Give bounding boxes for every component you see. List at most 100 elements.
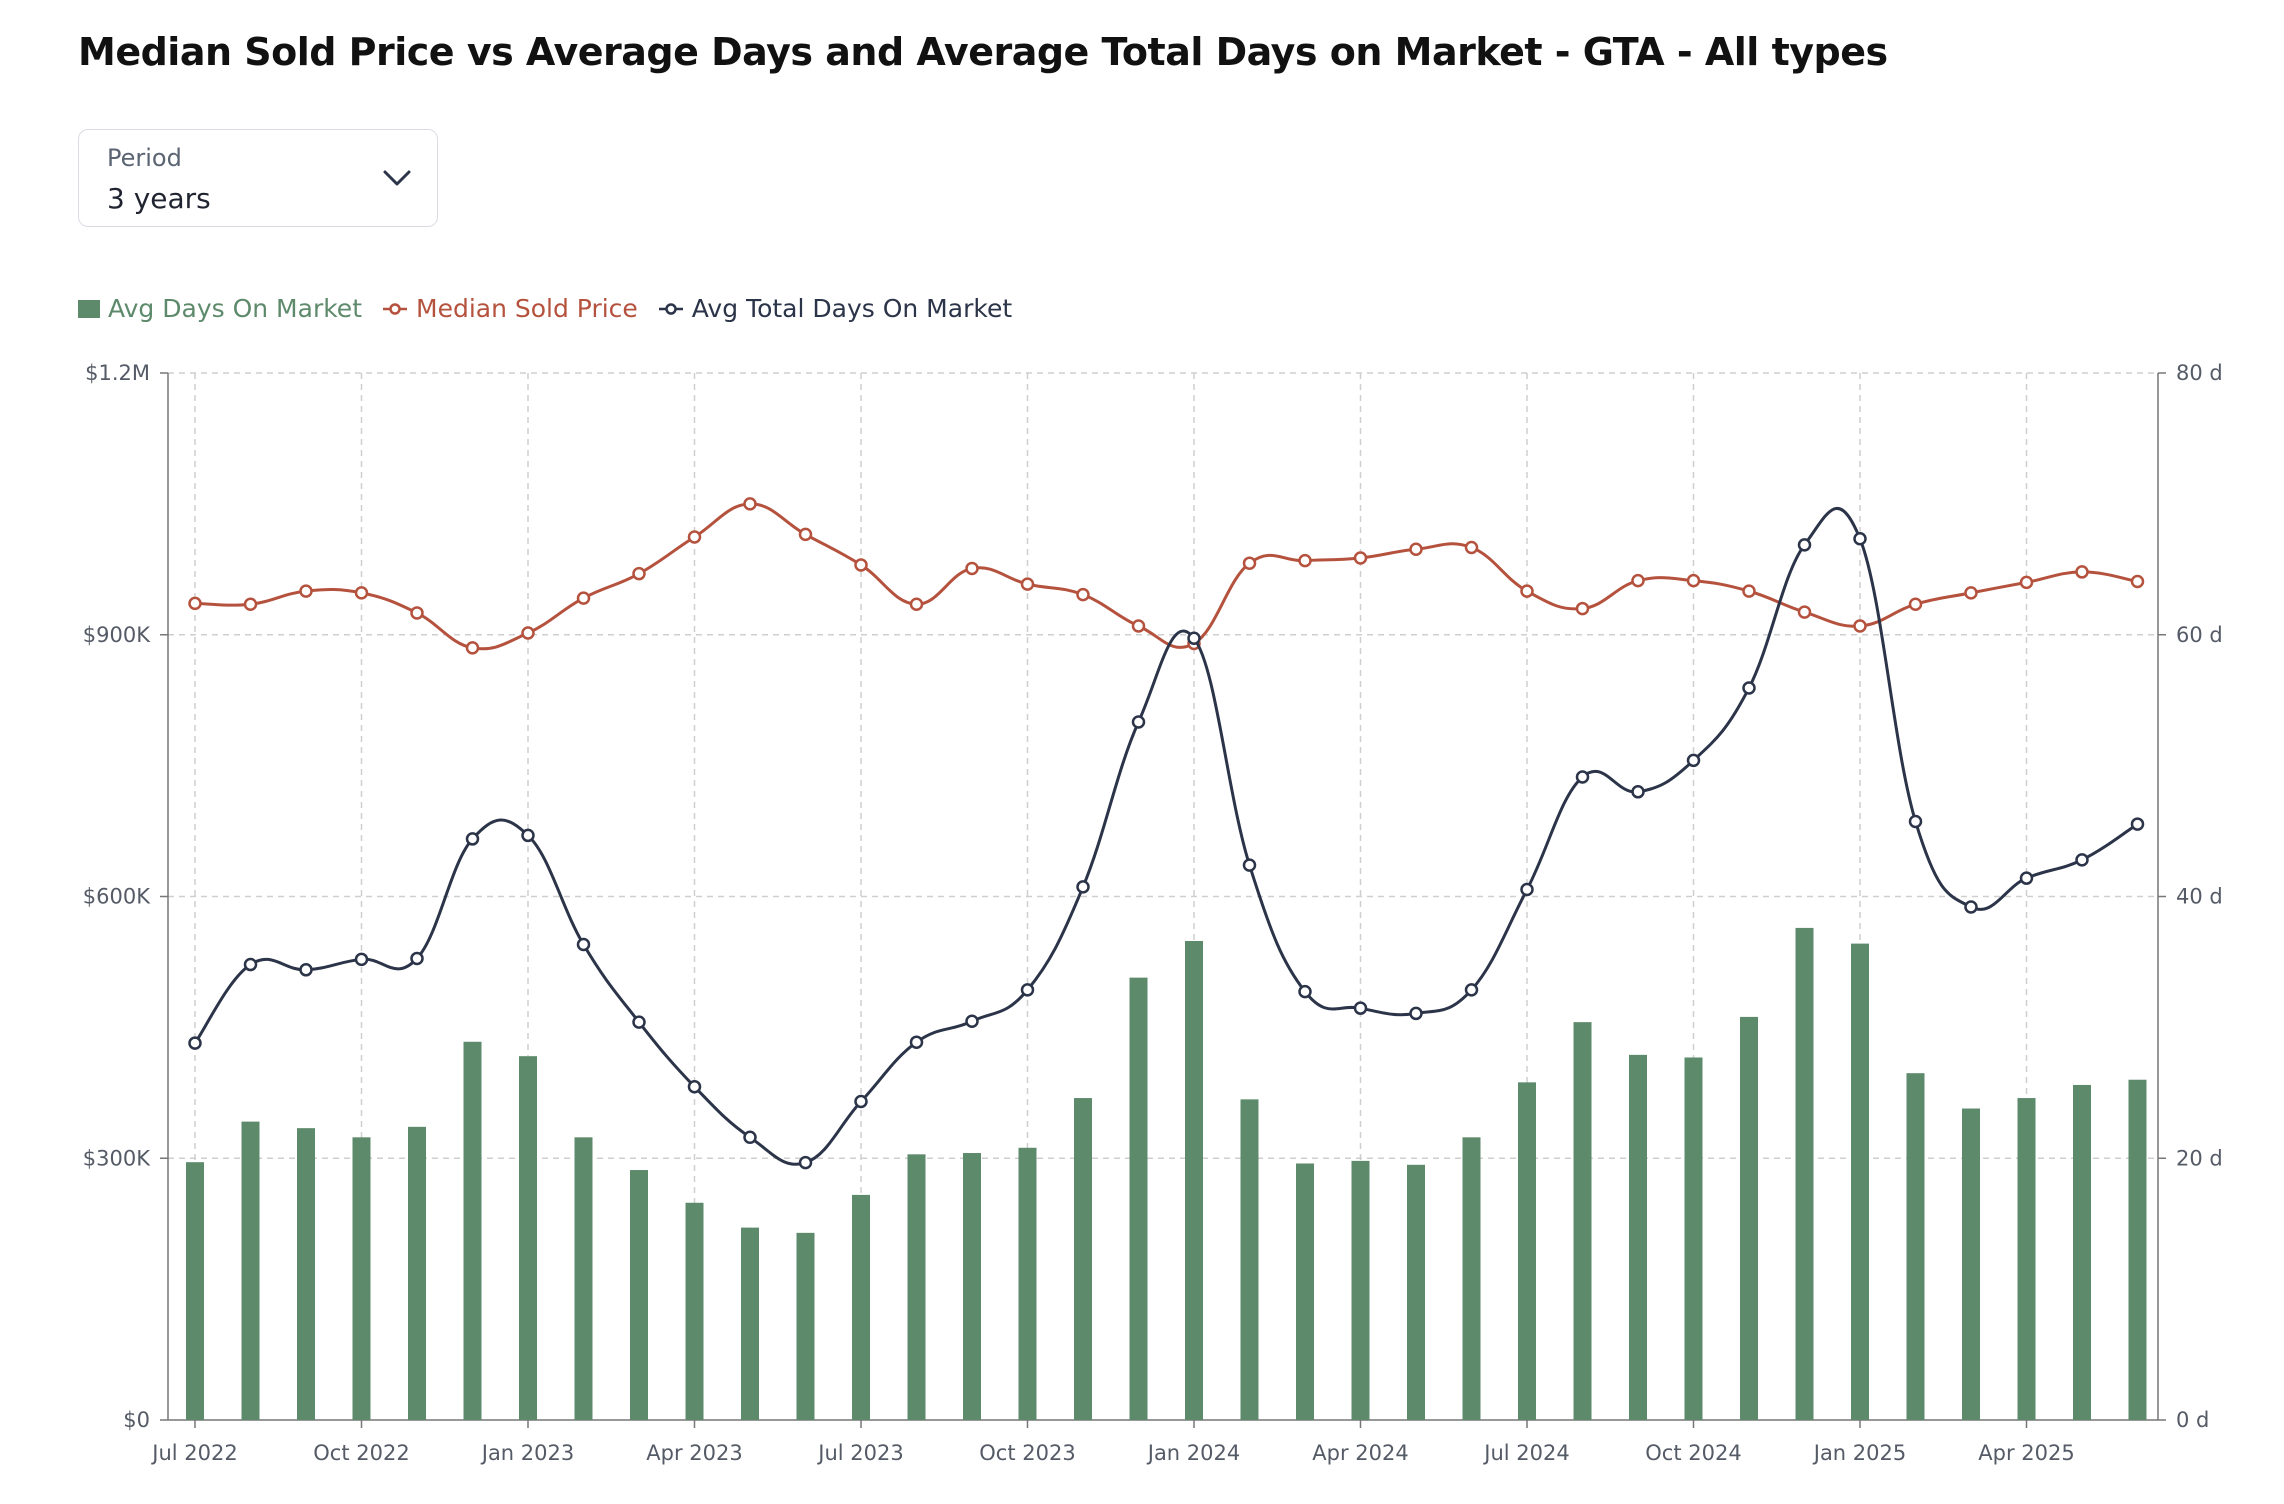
avg-total-days-on-market-point <box>188 1036 202 1050</box>
median-sold-price-point <box>1020 577 1035 591</box>
median-sold-price-point <box>465 641 480 655</box>
avg-total-days-on-market-point <box>1298 984 1312 999</box>
x-tick-label: Apr 2024 <box>1312 1441 1408 1465</box>
median-sold-price-point <box>2130 574 2145 589</box>
avg-total-days-on-market-point <box>1686 753 1701 768</box>
median-sold-price-point <box>1853 619 1867 633</box>
median-sold-price-point <box>1575 601 1590 616</box>
chart-legend: Avg Days On Market Median Sold Price Avg… <box>78 294 1032 323</box>
bar-avg-days-on-market <box>685 1202 704 1420</box>
avg-total-days-on-market-point <box>576 937 591 952</box>
avg-total-days-on-market-point <box>243 957 258 972</box>
legend-swatch-line-total <box>658 302 683 315</box>
x-tick-label: Apr 2023 <box>646 1441 742 1465</box>
bar-avg-days-on-market <box>1129 977 1148 1420</box>
legend-item-median-price[interactable]: Median Sold Price <box>382 294 638 323</box>
bar-avg-days-on-market <box>574 1137 593 1420</box>
median-sold-price-point <box>1964 586 1978 600</box>
legend-swatch-bar <box>78 299 100 318</box>
bar-avg-days-on-market <box>1906 1073 1925 1420</box>
legend-item-avg-days[interactable]: Avg Days On Market <box>78 294 362 323</box>
y-left-tick-label: $0 <box>123 1408 150 1432</box>
median-sold-price-point <box>798 527 813 542</box>
bar-avg-days-on-market <box>241 1121 260 1420</box>
avg-total-days-on-market-point <box>854 1094 868 1109</box>
avg-total-days-on-market-point <box>2130 817 2145 831</box>
avg-total-days-on-market-point <box>2019 871 2034 885</box>
avg-total-days-on-market-point <box>909 1035 924 1049</box>
bar-avg-days-on-market <box>852 1194 870 1420</box>
bar-avg-days-on-market <box>1629 1054 1647 1420</box>
bar-avg-days-on-market <box>963 1153 981 1420</box>
median-sold-price-point <box>2075 565 2089 579</box>
y-right-tick-label: 40 d <box>2176 885 2223 909</box>
median-sold-price-point <box>1520 584 1534 598</box>
bar-avg-days-on-market <box>1684 1057 1703 1420</box>
bar-avg-days-on-market <box>297 1128 315 1420</box>
x-tick-label: Jan 2024 <box>1146 1441 1241 1465</box>
y-right-tick-label: 60 d <box>2176 623 2223 647</box>
median-sold-price-point <box>1076 587 1090 602</box>
bar-avg-days-on-market <box>1351 1160 1370 1420</box>
median-sold-price-point <box>521 626 535 640</box>
bar-avg-days-on-market <box>1018 1147 1037 1420</box>
page-title: Median Sold Price vs Average Days and Av… <box>78 30 1888 74</box>
median-sold-price-point <box>687 530 702 544</box>
avg-total-days-on-market-point <box>1908 814 1923 829</box>
bar-avg-days-on-market <box>796 1232 815 1420</box>
avg-total-days-on-market-line <box>193 506 2139 1166</box>
median-sold-price-point <box>2019 575 2034 590</box>
bar-avg-days-on-market <box>1185 940 1203 1420</box>
x-tick-label: Jan 2025 <box>1812 1441 1907 1465</box>
bar-avg-days-on-market <box>1573 1022 1592 1420</box>
x-tick-label: Oct 2022 <box>313 1441 409 1465</box>
median-sold-price-point <box>410 606 424 620</box>
median-sold-price-point <box>188 596 202 611</box>
legend-item-total-days[interactable]: Avg Total Days On Market <box>658 294 1012 323</box>
avg-total-days-on-market-point <box>1076 880 1090 894</box>
bar-avg-days-on-market <box>2128 1079 2147 1420</box>
legend-label-avg-days: Avg Days On Market <box>108 294 362 323</box>
avg-total-days-on-market-point <box>1242 858 1257 872</box>
median-sold-price-point <box>965 561 979 576</box>
avg-total-days-on-market-point <box>1631 785 1645 799</box>
median-sold-price-point <box>1797 605 1812 619</box>
avg-total-days-on-market-point <box>798 1155 813 1170</box>
median-sold-price-point <box>632 566 646 581</box>
period-label: Period <box>107 144 182 172</box>
legend-label-total-days: Avg Total Days On Market <box>691 294 1013 323</box>
median-sold-price-point <box>1298 553 1312 568</box>
chevron-down-icon <box>383 170 411 186</box>
avg-total-days-on-market-point <box>687 1079 702 1094</box>
bar-avg-days-on-market <box>741 1227 759 1420</box>
avg-total-days-on-market-point <box>465 832 480 846</box>
avg-total-days-on-market-point <box>1353 1001 1368 1015</box>
avg-total-days-on-market-point <box>2075 853 2089 867</box>
y-right-tick-label: 20 d <box>2176 1146 2223 1170</box>
median-sold-price-point <box>354 586 369 600</box>
avg-total-days-on-market-point <box>1187 631 1201 645</box>
median-sold-price-point <box>1131 619 1146 633</box>
bar-avg-days-on-market <box>1074 1098 1092 1420</box>
bar-avg-days-on-market <box>630 1170 648 1420</box>
bar-avg-days-on-market <box>1962 1108 1980 1420</box>
x-tick-label: Apr 2025 <box>1978 1441 2074 1465</box>
y-left-tick-label: $900K <box>83 623 151 647</box>
median-sold-price-point <box>1409 542 1423 556</box>
x-tick-label: Jul 2022 <box>150 1441 237 1465</box>
avg-total-days-on-market-point <box>521 828 535 843</box>
bar-avg-days-on-market <box>907 1154 926 1420</box>
x-tick-label: Jul 2024 <box>1482 1441 1569 1465</box>
bar-avg-days-on-market <box>186 1162 204 1420</box>
avg-total-days-on-market-point <box>1575 770 1590 784</box>
period-select[interactable]: Period 3 years <box>78 129 438 227</box>
avg-total-days-on-market-point <box>965 1014 979 1029</box>
median-sold-price-point <box>1631 573 1645 588</box>
avg-total-days-on-market-point <box>299 963 313 977</box>
bar-avg-days-on-market <box>1795 927 1814 1420</box>
avg-total-days-on-market-point <box>354 952 369 967</box>
period-value: 3 years <box>107 182 211 215</box>
bar-avg-days-on-market <box>408 1126 426 1420</box>
avg-total-days-on-market-point <box>1520 882 1534 897</box>
median-sold-price-point <box>1353 551 1368 565</box>
